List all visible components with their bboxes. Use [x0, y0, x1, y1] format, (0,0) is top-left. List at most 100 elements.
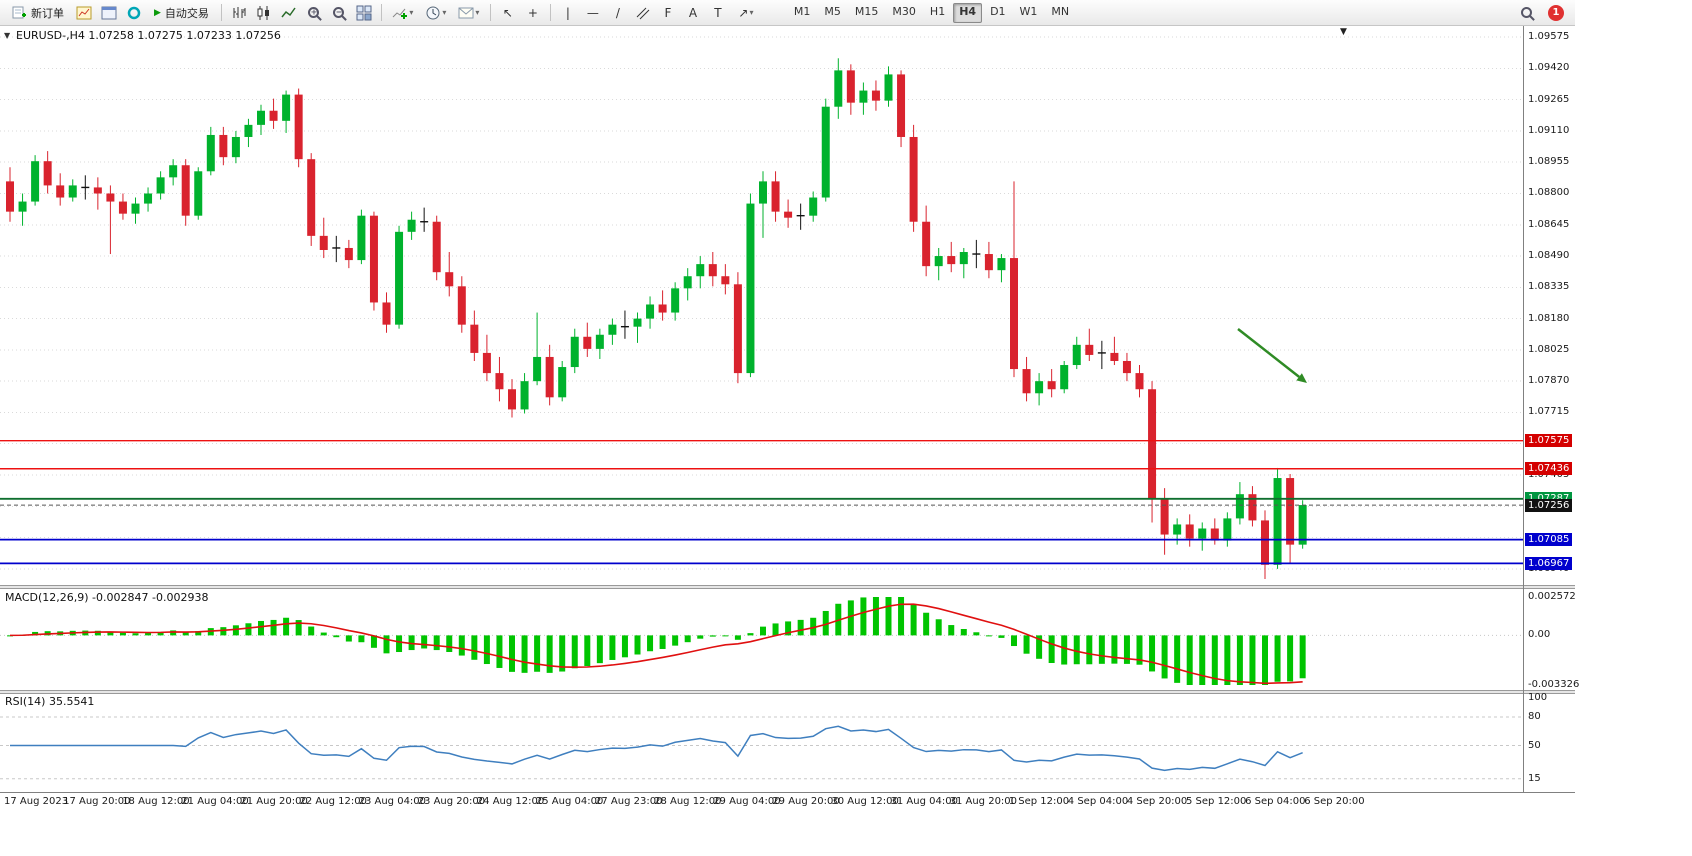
- candlestick-mode-button[interactable]: [252, 2, 276, 24]
- time-axis-label: 4 Sep 04:00: [1067, 796, 1129, 807]
- timeframe-button-h1[interactable]: H1: [929, 4, 946, 18]
- time-axis-label: 21 Aug 04:00: [181, 796, 249, 807]
- macd-histogram-bar: [1249, 635, 1256, 685]
- text-tool-button[interactable]: A: [681, 2, 705, 24]
- chart-canvas[interactable]: [0, 26, 1575, 812]
- channel-tool-button[interactable]: [631, 2, 655, 24]
- price-axis-tick: 1.07715: [1528, 406, 1570, 418]
- macd-histogram-bar: [509, 635, 515, 672]
- macd-histogram-bar: [697, 635, 704, 639]
- indicators-button[interactable]: ▾: [387, 2, 419, 24]
- macd-histogram-bar: [747, 633, 754, 636]
- candle-body: [1273, 478, 1282, 565]
- macd-histogram-bar: [170, 630, 177, 636]
- time-axis-label: 31 Aug 04:00: [890, 796, 958, 807]
- macd-histogram-bar: [145, 633, 152, 636]
- candle-body: [733, 284, 742, 374]
- macd-histogram-bar: [107, 631, 114, 636]
- cursor-tool-button[interactable]: ↖: [496, 2, 520, 24]
- arrow-tool-icon: ↗: [738, 5, 749, 20]
- timeframe-button-mn[interactable]: MN: [1051, 4, 1070, 18]
- new-order-button[interactable]: 新订单: [5, 2, 71, 24]
- panel-separator[interactable]: [0, 585, 1575, 589]
- chart-shift-marker-icon[interactable]: ▼: [1340, 27, 1347, 37]
- candle-body: [658, 304, 667, 313]
- charts-window-button[interactable]: [72, 2, 96, 24]
- time-axis-label: 27 Aug 23:00: [595, 796, 663, 807]
- candle-body: [194, 171, 203, 216]
- notification-badge[interactable]: 1: [1548, 4, 1564, 21]
- templates-button[interactable]: ▾: [453, 2, 485, 24]
- zoom-out-button[interactable]: −: [327, 2, 351, 24]
- toolbar-separator: [380, 4, 382, 21]
- one-click-trading-toggle[interactable]: ▼: [4, 31, 11, 40]
- price-axis-tick: 1.09265: [1528, 93, 1570, 105]
- horizontal-line-icon: —: [586, 5, 599, 20]
- timeframe-button-d1[interactable]: D1: [990, 4, 1006, 18]
- candle-body: [508, 389, 516, 410]
- macd-histogram-bar: [973, 632, 980, 636]
- bar-chart-mode-button[interactable]: [227, 2, 251, 24]
- candle-body: [809, 197, 818, 216]
- channel-icon: [636, 7, 650, 19]
- timeframe-button-m5[interactable]: M5: [824, 4, 841, 18]
- chart-plot-area[interactable]: [0, 26, 1523, 585]
- candle-body: [68, 185, 77, 198]
- timeframe-button-m1[interactable]: M1: [793, 4, 811, 18]
- candle-body: [6, 181, 14, 212]
- vertical-line-tool-button[interactable]: |: [556, 2, 580, 24]
- new-order-icon: [12, 6, 26, 19]
- timeframes-group: M1 M5 M15 M30 H1 H4 D1 W1 MN: [788, 2, 1075, 23]
- macd-histogram-bar: [433, 635, 440, 651]
- time-axis[interactable]: 17 Aug 2023 17 Aug 20:00 18 Aug 12:00 21 Au…: [0, 793, 1524, 812]
- candle-body: [206, 134, 215, 172]
- candle-body: [118, 201, 127, 214]
- time-axis-label: 1 Sep 12:00: [1008, 796, 1070, 807]
- timeframe-button-w1[interactable]: W1: [1019, 4, 1038, 18]
- candle-body: [708, 264, 717, 277]
- arrows-tool-button[interactable]: ↗ ▾: [731, 2, 761, 24]
- macd-histogram-bar: [1161, 635, 1168, 679]
- candle-body: [1198, 528, 1207, 539]
- trendline-tool-button[interactable]: /: [606, 2, 630, 24]
- macd-histogram-bar: [1111, 635, 1118, 664]
- crosshair-tool-button[interactable]: +: [521, 2, 545, 24]
- candle-body: [445, 272, 454, 287]
- price-axis-tick: 1.08955: [1528, 156, 1570, 168]
- arrow-annotation[interactable]: [1237, 328, 1300, 378]
- candle-body: [721, 276, 730, 285]
- macd-histogram-bar: [1199, 635, 1206, 685]
- terminal-button[interactable]: [97, 2, 121, 24]
- chart-window[interactable]: 1.09575 1.09420 1.09265 1.09110 1.08955 1.088…: [0, 26, 1579, 812]
- timeframe-button-h4[interactable]: H4: [953, 2, 983, 23]
- macd-histogram-bar: [559, 635, 566, 672]
- macd-indicator-caption: MACD(12,26,9) -0.002847 -0.002938: [5, 591, 209, 604]
- envelope-icon: [458, 7, 474, 18]
- macd-histogram-bar: [659, 635, 666, 649]
- time-axis-label: 22 Aug 12:00: [299, 796, 367, 807]
- zoom-in-button[interactable]: +: [302, 2, 326, 24]
- macd-histogram-bar: [1186, 635, 1193, 685]
- macd-histogram-bar: [822, 610, 829, 636]
- tile-windows-button[interactable]: [352, 2, 376, 24]
- auto-trading-button[interactable]: ▶ 自动交易: [147, 2, 216, 24]
- chevron-down-icon: ▾: [409, 8, 414, 17]
- timeframe-button-m15[interactable]: M15: [854, 4, 879, 18]
- periods-button[interactable]: ▾: [420, 2, 452, 24]
- timeframe-button-m30[interactable]: M30: [892, 4, 916, 18]
- macd-histogram-bar: [1174, 635, 1181, 683]
- price-axis[interactable]: 1.09575 1.09420 1.09265 1.09110 1.08955 1.088…: [1524, 26, 1579, 812]
- panel-separator[interactable]: [0, 690, 1575, 694]
- rsi-indicator-caption: RSI(14) 35.5541: [5, 695, 95, 708]
- macd-histogram-bar: [119, 632, 126, 636]
- fibonacci-tool-button[interactable]: F: [656, 2, 680, 24]
- horizontal-line-tool-button[interactable]: —: [581, 2, 605, 24]
- refresh-button[interactable]: [122, 2, 146, 24]
- candle-body: [570, 336, 579, 368]
- candle-body: [1286, 478, 1295, 545]
- line-chart-mode-button[interactable]: [277, 2, 301, 24]
- macd-histogram-bar: [408, 635, 415, 651]
- macd-histogram-bar: [1211, 635, 1218, 685]
- search-button[interactable]: [1514, 2, 1538, 24]
- label-tool-button[interactable]: T: [706, 2, 730, 24]
